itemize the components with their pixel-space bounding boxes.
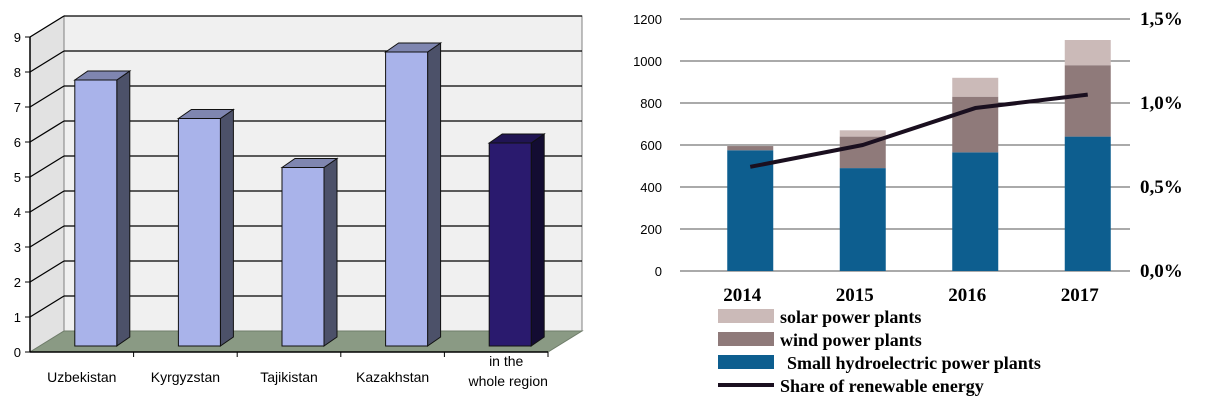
legend-item: Share of renewable energy: [718, 376, 984, 396]
y-tick-label: 7: [14, 100, 21, 115]
bar-top: [383, 42, 443, 53]
x-tick-label: 2016: [948, 285, 986, 306]
gridline: [29, 260, 65, 283]
legend-swatch: [718, 309, 774, 323]
legend-swatch: [718, 332, 774, 346]
legend-label: solar power plants: [780, 307, 921, 327]
bar-side: [323, 157, 338, 347]
x-tick-label: Kyrgyzstan: [151, 369, 220, 385]
bar: [487, 133, 546, 347]
gridline: [29, 155, 65, 178]
bar-front: [488, 142, 532, 347]
bar-segment: [839, 168, 886, 271]
gridline: [29, 295, 65, 318]
stacked-bar: [727, 146, 774, 271]
plot-area: 0 200 400 600 800 1000 1200 0,0% 0,5% 1,0% 1,5% 201…: [633, 9, 1183, 306]
bar-segment: [1064, 65, 1111, 137]
bar-segment: [1064, 40, 1111, 66]
y2-tick-label: 0,5%: [1140, 177, 1183, 198]
y-tick-label: 0: [655, 264, 662, 279]
y-tick-label: 4: [14, 205, 21, 220]
bar-front: [74, 79, 118, 347]
bar-front: [177, 118, 221, 347]
gridline: [29, 50, 65, 73]
legend-item: wind power plants: [718, 330, 922, 350]
legend-item: Small hydroelectric power plants: [718, 353, 1041, 373]
y-tick-label: 200: [640, 222, 662, 237]
bar-front: [281, 167, 325, 347]
y-tick-label: 6: [14, 135, 21, 150]
x-tick-label: 2014: [723, 285, 762, 306]
bar-side: [116, 70, 131, 347]
bar-top: [487, 133, 546, 144]
bar: [280, 157, 339, 347]
bar-segment: [839, 130, 886, 137]
bar-top: [73, 70, 132, 81]
bar-top: [176, 109, 236, 119]
y-tick-label: 1200: [633, 12, 662, 27]
bar: [73, 70, 132, 347]
y-tick-label: 0: [14, 345, 21, 360]
y-tick-label: 9: [14, 30, 21, 45]
y-tick-label: 800: [640, 96, 662, 111]
x-tick-label: 2017: [1061, 285, 1100, 306]
bar: [176, 108, 236, 347]
bar-front: [385, 51, 429, 347]
bar-segment: [727, 146, 774, 151]
gridline: [29, 85, 65, 108]
y-tick-label: 8: [14, 65, 21, 80]
x-tick-label: Tajikistan: [260, 369, 318, 385]
legend-label: wind power plants: [780, 330, 922, 350]
gridline: [29, 190, 65, 213]
x-tick-label: Uzbekistan: [47, 369, 116, 385]
share-line: [749, 92, 1088, 169]
gridline: [29, 225, 65, 248]
stacked-bar: [839, 130, 886, 271]
stacked-bar: [1064, 40, 1111, 271]
y-tick-label: 2: [14, 275, 21, 290]
bar-segment: [952, 152, 999, 271]
y2-tick-label: 1,5%: [1140, 9, 1183, 30]
renewable-energy-chart: 0 200 400 600 800 1000 1200 0,0% 0,5% 1,0% 1,5% 201…: [633, 9, 1183, 396]
y-tick-label: 400: [640, 180, 662, 195]
regional-bar-chart: 0 1 2 3 4 5 6 7 8 9 Uzbekistan Kyrgyzstan Tajikistan…: [14, 15, 584, 389]
y-tick-label: 3: [14, 240, 21, 255]
side-wall: [29, 15, 65, 353]
bar-segment: [952, 77, 999, 97]
bar-segment: [1064, 136, 1111, 271]
legend-swatch: [718, 355, 774, 369]
y-tick-label: 1000: [633, 54, 662, 69]
legend-label: Small hydroelectric power plants: [787, 353, 1041, 373]
bar-segment: [727, 150, 774, 271]
y2-tick-label: 1,0%: [1140, 93, 1183, 114]
gridline: [29, 120, 65, 143]
bar-side: [427, 42, 442, 347]
legend-label: Share of renewable energy: [780, 376, 984, 396]
bar-top: [280, 158, 339, 168]
bar-side: [219, 108, 234, 347]
y-tick-label: 1: [14, 310, 21, 325]
bar: [383, 42, 443, 347]
y-tick-label: 600: [640, 138, 662, 153]
legend: solar power plants wind power plants Small…: [718, 307, 1041, 396]
plot-area: 0 1 2 3 4 5 6 7 8 9 Uzbekistan Kyrgyzstan Tajikistan…: [14, 15, 584, 389]
legend-item: solar power plants: [718, 307, 921, 327]
y2-tick-label: 0,0%: [1140, 261, 1183, 282]
x-tick-label: in the whole region: [468, 353, 548, 389]
x-tick-label: 2015: [836, 285, 874, 306]
y-tick-label: 5: [14, 170, 21, 185]
bar-side: [530, 133, 545, 347]
stacked-bar: [952, 77, 999, 271]
gridline: [29, 15, 65, 38]
x-tick-label: Kazakhstan: [356, 369, 429, 385]
